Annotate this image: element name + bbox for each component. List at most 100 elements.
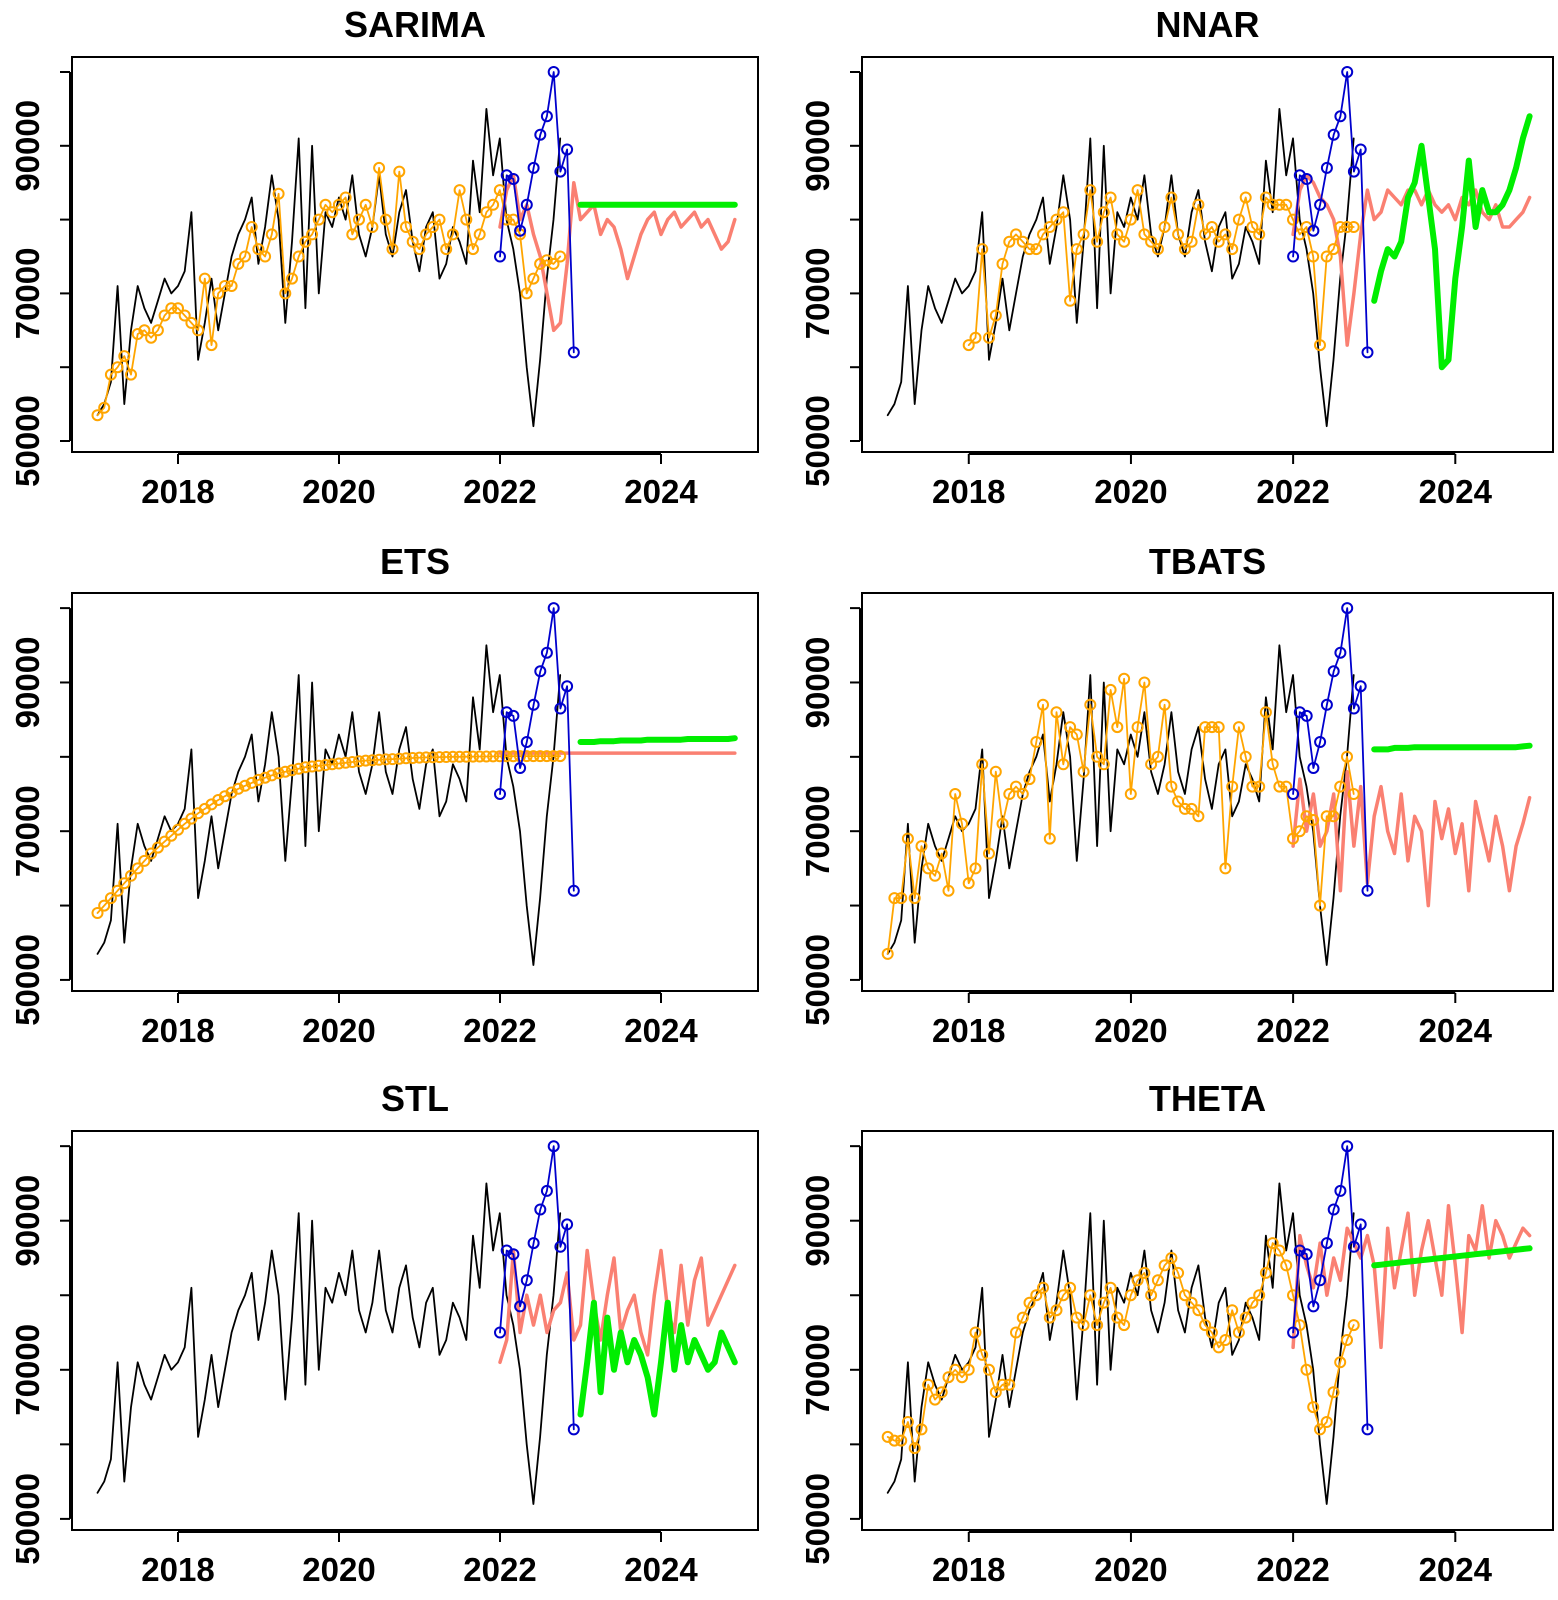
fitted-point xyxy=(286,272,298,285)
test-point xyxy=(554,702,567,715)
fitted-point xyxy=(1138,676,1151,689)
future-forecast-line xyxy=(577,735,738,745)
test-point xyxy=(1334,646,1347,659)
fitted-point xyxy=(1091,1319,1104,1332)
fitted-point xyxy=(473,228,486,241)
fitted-point xyxy=(1219,862,1232,875)
fitted-point xyxy=(962,339,975,352)
fitted-point xyxy=(1064,294,1077,307)
fitted-point xyxy=(138,324,151,337)
fitted-point xyxy=(339,756,352,769)
fitted-point xyxy=(292,250,305,263)
fitted-point xyxy=(339,191,352,204)
fitted-point xyxy=(1178,243,1191,256)
x-tick-label: 2020 xyxy=(1094,1012,1167,1049)
fitted-point xyxy=(125,869,137,882)
fitted-point xyxy=(379,213,392,226)
fitted-point xyxy=(1205,1326,1218,1339)
fitted-point xyxy=(413,751,426,764)
fitted-point xyxy=(1314,339,1326,352)
data-layer xyxy=(96,1140,738,1505)
test-point xyxy=(1287,250,1300,263)
fitted-point xyxy=(1064,1281,1077,1294)
fitted-point xyxy=(1158,1259,1171,1272)
fitted-point xyxy=(205,339,218,352)
test-point xyxy=(520,1274,533,1287)
fitted-point xyxy=(373,161,386,174)
test-point xyxy=(1320,161,1333,174)
y-tick-label: 90000 xyxy=(799,100,836,192)
fitted-point xyxy=(1124,213,1137,226)
fitted-point xyxy=(942,884,955,897)
fitted-point xyxy=(1165,780,1178,793)
fitted-point xyxy=(1320,810,1333,823)
test-point xyxy=(500,169,513,182)
fitted-point xyxy=(540,750,553,763)
fitted-point xyxy=(1293,825,1306,838)
fitted-point xyxy=(1064,721,1077,734)
test-series-line xyxy=(499,71,575,354)
fitted-point xyxy=(1280,780,1293,793)
fitted-point xyxy=(218,790,231,803)
test-point xyxy=(520,736,533,748)
test-point xyxy=(514,224,527,237)
fitted-point xyxy=(1219,228,1232,241)
fitted-point xyxy=(922,1378,935,1391)
fitted-point xyxy=(212,287,225,300)
plot-frame xyxy=(71,1130,759,1531)
test-point xyxy=(554,1240,567,1253)
fitted-point xyxy=(1138,228,1151,241)
plot-frame xyxy=(861,56,1554,453)
fitted-point xyxy=(1199,228,1212,241)
test-point xyxy=(1320,1237,1333,1250)
test-point xyxy=(1300,173,1313,185)
fitted-point xyxy=(1259,191,1272,204)
data-layer xyxy=(881,1140,1533,1505)
fitted-point xyxy=(1239,191,1252,204)
y-tick-label: 90000 xyxy=(9,1175,46,1267)
fitted-point xyxy=(547,750,560,763)
x-tick-label: 2022 xyxy=(463,1012,536,1049)
fitted-point xyxy=(1023,1296,1036,1309)
fitted-point xyxy=(929,869,941,882)
fitted-point xyxy=(131,328,144,340)
fitted-point xyxy=(420,751,433,764)
fitted-point xyxy=(1057,1289,1070,1302)
fitted-point xyxy=(1266,1237,1279,1250)
test-point xyxy=(534,665,547,678)
fitted-point xyxy=(480,206,493,219)
fitted-point xyxy=(1314,1423,1326,1436)
fitted-point xyxy=(983,1363,995,1376)
fitted-point xyxy=(1178,802,1191,815)
fitted-point xyxy=(446,750,459,763)
fitted-point xyxy=(1151,1274,1164,1287)
fitted-point xyxy=(1192,198,1205,211)
fitted-point xyxy=(1158,698,1171,711)
fitted-point xyxy=(386,753,399,766)
fitted-point xyxy=(272,187,285,200)
fitted-point xyxy=(1347,1319,1360,1332)
panel-title: SARIMA xyxy=(344,4,486,45)
fitted-point xyxy=(467,750,479,763)
data-layer xyxy=(91,66,738,428)
panel-nnar: NNAR 50000 70000 90000 2018 2020 2022 2024 xyxy=(799,4,1554,510)
panel-ets: ETS 50000 70000 90000 2018 2020 2022 2024 xyxy=(9,541,759,1049)
test-point xyxy=(540,646,553,659)
fitted-point xyxy=(956,817,968,830)
y-tick-label: 90000 xyxy=(9,100,46,192)
fitted-point xyxy=(1070,243,1083,256)
fitted-point xyxy=(1192,1304,1205,1317)
y-tick-label: 50000 xyxy=(9,1473,46,1565)
fitted-point xyxy=(125,368,137,381)
fitted-point xyxy=(1287,213,1299,226)
fitted-point xyxy=(1111,228,1124,241)
x-tick-label: 2018 xyxy=(141,473,214,510)
fitted-point xyxy=(1327,243,1340,256)
fitted-point xyxy=(178,309,191,322)
fitted-point xyxy=(1145,1289,1158,1302)
fitted-point xyxy=(1131,721,1144,734)
x-tick-label: 2018 xyxy=(932,1551,1005,1588)
test-point xyxy=(507,1248,520,1261)
fitted-point xyxy=(104,892,117,905)
panel-title: STL xyxy=(381,1078,449,1119)
